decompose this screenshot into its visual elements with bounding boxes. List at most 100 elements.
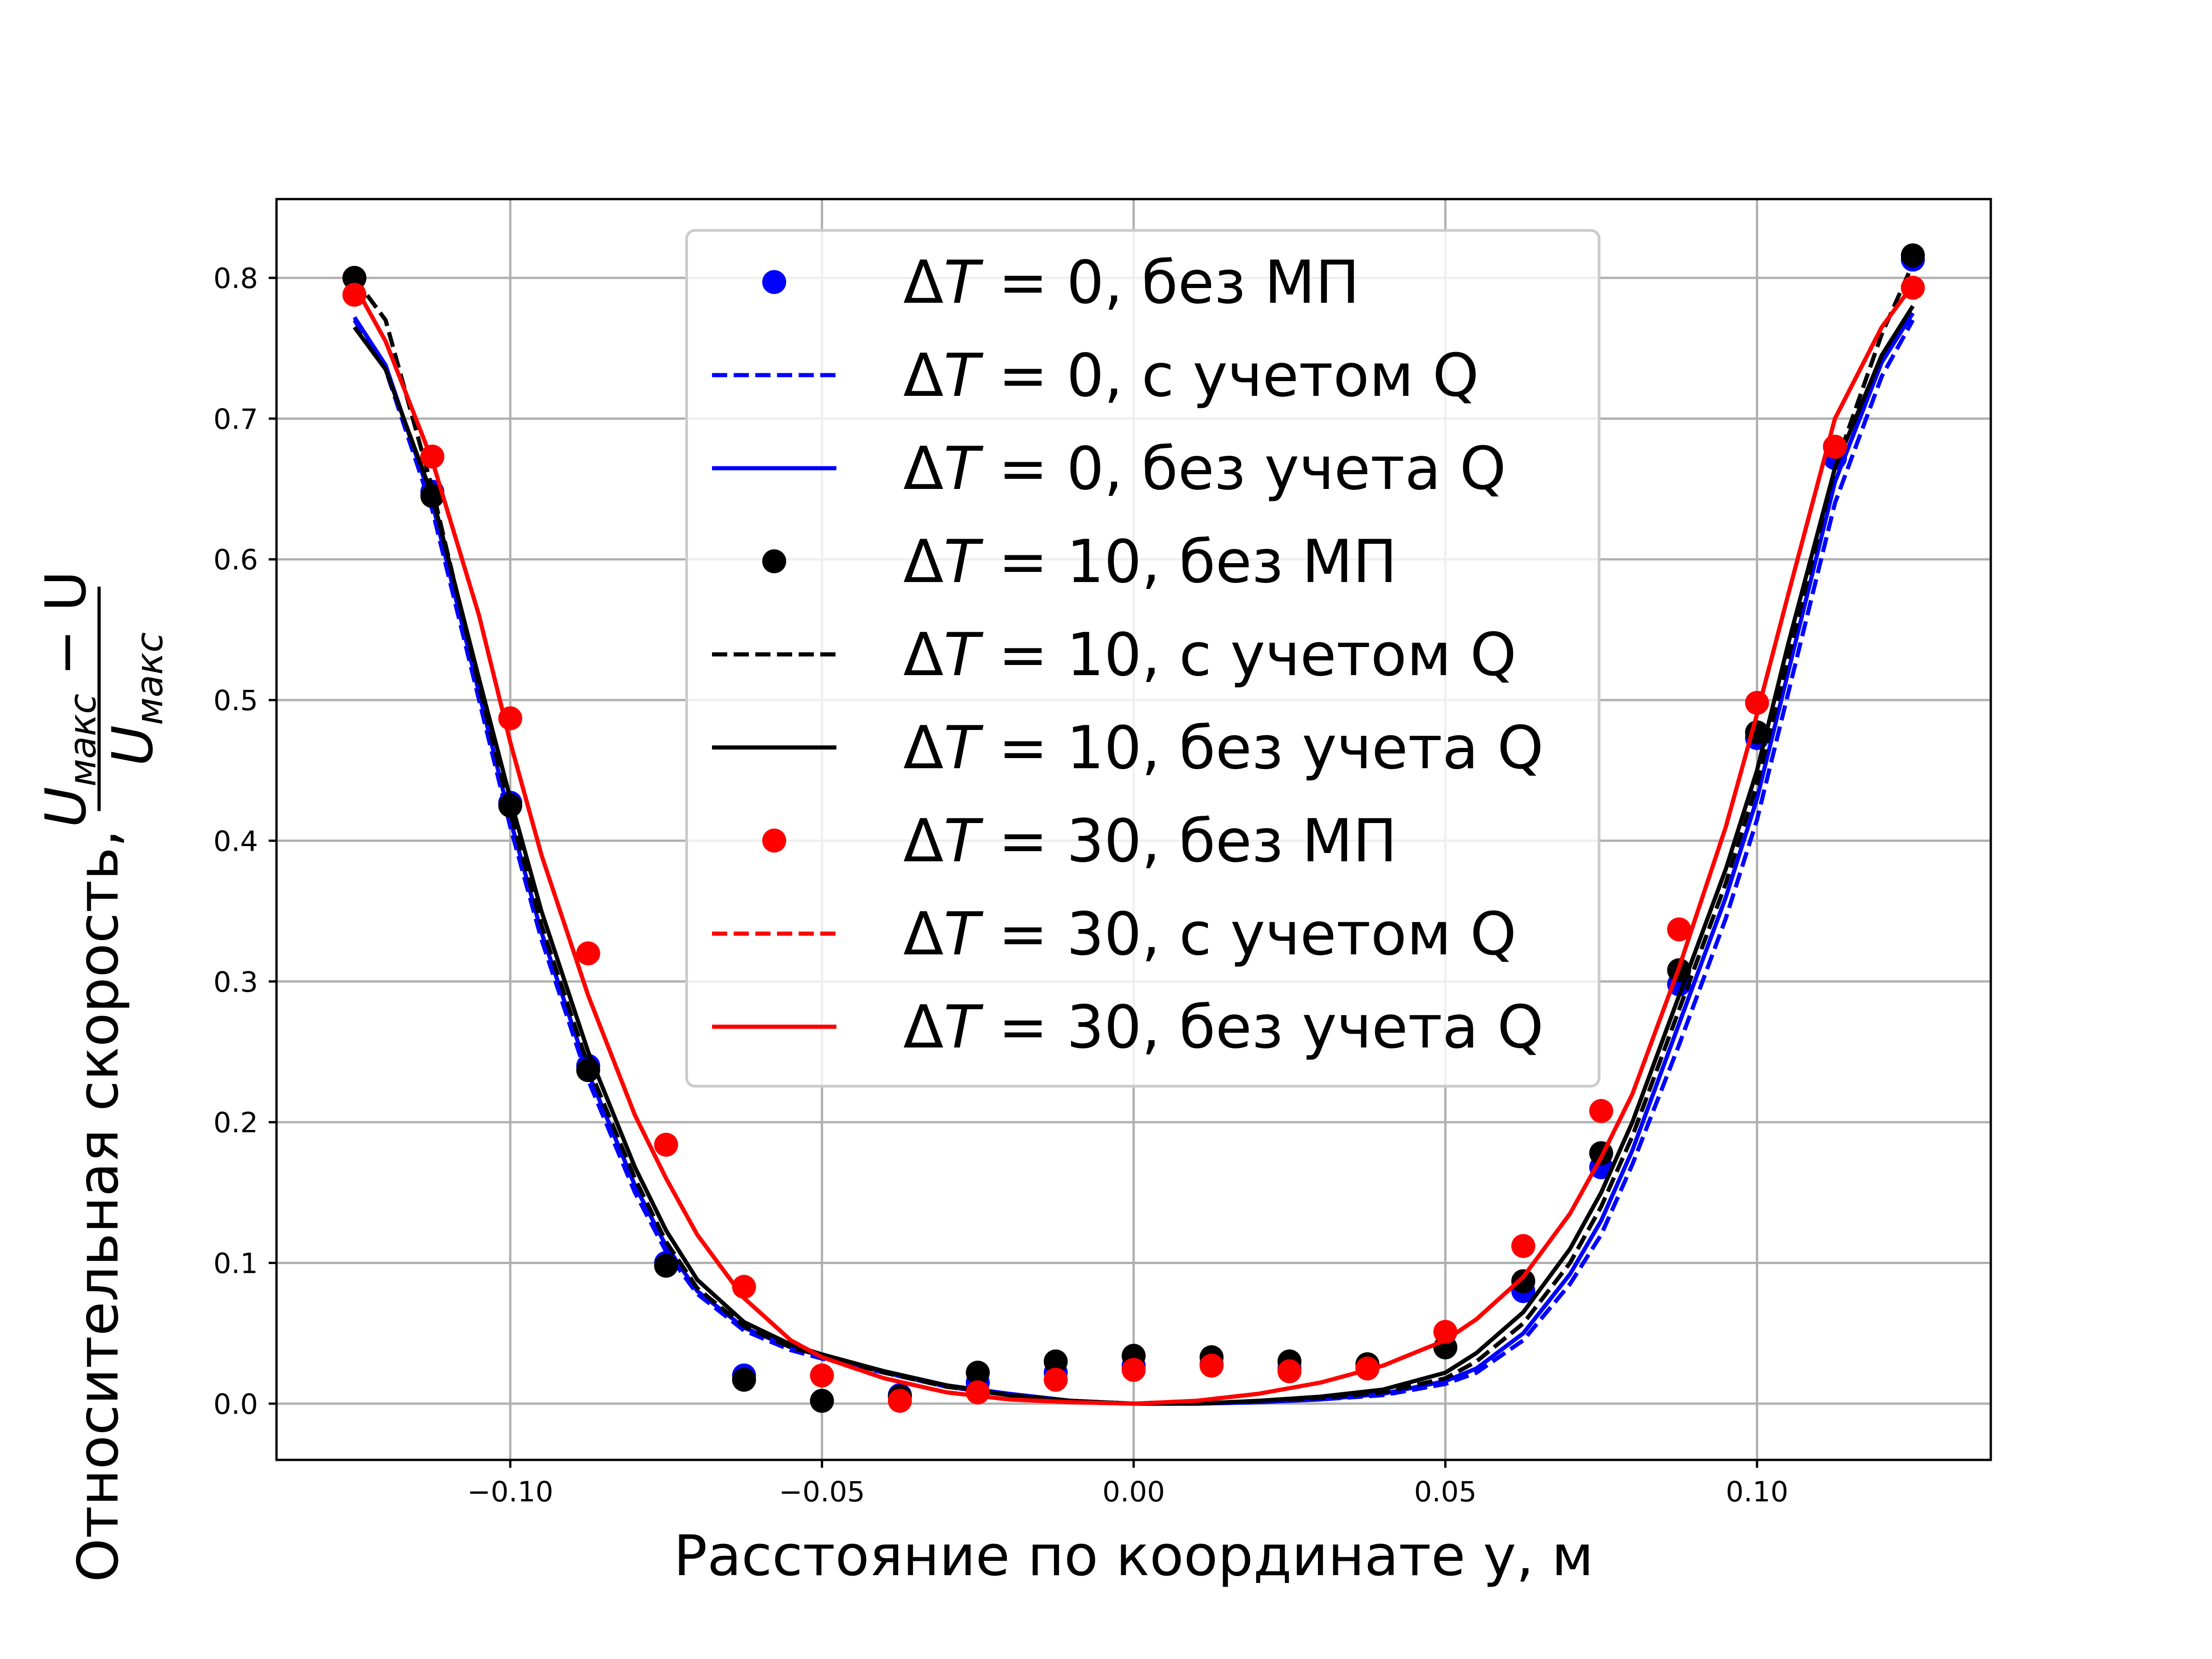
data-point <box>654 1133 678 1157</box>
series-line <box>353 283 1915 1406</box>
data-point <box>1043 1367 1068 1392</box>
legend-label-delta: Δ <box>903 900 944 969</box>
legend-entry: ΔT = 0, без МП <box>762 248 1359 317</box>
x-tick-label: 0.00 <box>1102 1476 1165 1508</box>
legend-label: ΔT = 0, с учетом Q <box>903 341 1479 410</box>
legend-label: ΔT = 30, с учетом Q <box>903 900 1517 969</box>
y-tick-label: 0.5 <box>213 684 258 717</box>
legend-label-rest: = 30, с учетом Q <box>980 900 1517 969</box>
legend-label-delta: Δ <box>903 621 944 689</box>
legend-label-delta: Δ <box>903 714 944 782</box>
legend-label: ΔT = 30, без учета Q <box>903 993 1544 1062</box>
legend-label-t: T <box>944 341 984 410</box>
legend-label-rest: = 0, без учета Q <box>980 435 1506 503</box>
y-axis-label-denominator: Uмакс <box>100 632 171 766</box>
legend-label-delta: Δ <box>903 993 944 1062</box>
data-point <box>965 1380 990 1405</box>
y-axis-label-numerator: Uмакс − U <box>34 571 104 827</box>
data-point <box>1511 1269 1535 1294</box>
series-5-dashed <box>353 263 1915 1406</box>
legend-label-rest: = 10, без МП <box>980 528 1397 596</box>
y-tick-label: 0.7 <box>213 403 258 435</box>
legend-label-rest: = 0, с учетом Q <box>980 341 1479 410</box>
legend-label-delta: Δ <box>903 341 944 410</box>
y-axis-label-numerator-sub: макс <box>61 694 104 787</box>
legend-label-delta: Δ <box>903 435 944 503</box>
legend-label: ΔT = 0, без МП <box>903 248 1359 317</box>
axis-ticks: −0.10 −0.05 0.00 0.05 0.10 0.0 0.1 0.2 0.3 0.4 0.5… <box>213 262 1788 1508</box>
legend-label-t: T <box>944 714 984 782</box>
legend-label-t: T <box>944 528 984 596</box>
legend-label-delta: Δ <box>903 248 944 317</box>
legend-entry: ΔT = 0, с учетом Q <box>712 341 1479 410</box>
y-tick-label: 0.4 <box>213 825 258 858</box>
data-point <box>1900 243 1925 268</box>
legend-entry: ΔT = 30, с учетом Q <box>712 900 1517 969</box>
legend-marker <box>762 829 786 853</box>
legend-marker <box>762 270 786 294</box>
legend-label-rest: = 30, без МП <box>980 807 1397 876</box>
y-tick-label: 0.2 <box>213 1106 258 1139</box>
legend-label-rest: = 10, без учета Q <box>980 714 1544 782</box>
data-point <box>888 1388 912 1413</box>
legend-entry: ΔT = 30, без учета Q <box>712 993 1544 1062</box>
y-axis-label-numerator-tail: − U <box>34 571 99 694</box>
legend-label-rest: = 0, без МП <box>980 248 1360 317</box>
legend-label-delta: Δ <box>903 807 944 876</box>
legend-label: ΔT = 30, без МП <box>903 807 1397 876</box>
data-point <box>1589 1099 1613 1123</box>
y-axis-label-numerator-main: U <box>34 787 99 828</box>
data-point <box>654 1253 678 1278</box>
y-axis-label-denominator-main: U <box>100 725 165 766</box>
y-axis-label-prefix: Относительная скорость, <box>66 830 131 1582</box>
legend-entry: ΔT = 0, без учета Q <box>712 435 1506 503</box>
legend-label: ΔT = 0, без учета Q <box>903 435 1506 503</box>
data-point <box>1122 1358 1146 1382</box>
data-point <box>576 941 600 965</box>
x-tick-label: 0.05 <box>1414 1476 1477 1508</box>
plot-area <box>342 243 1925 1413</box>
data-point <box>1277 1359 1302 1383</box>
legend-label: ΔT = 10, без МП <box>903 528 1397 596</box>
y-axis-label-denominator-sub: макс <box>128 632 171 725</box>
x-tick-label: −0.05 <box>779 1476 865 1508</box>
x-axis-label: Расстояние по координате y, м <box>674 1524 1594 1588</box>
legend-box <box>685 229 1600 1088</box>
legend-label: ΔT = 10, без учета Q <box>903 714 1544 782</box>
data-point <box>342 282 367 307</box>
legend-label: ΔT = 10, с учетом Q <box>903 621 1517 689</box>
y-tick-label: 0.8 <box>213 262 258 295</box>
legend-label-t: T <box>944 621 984 689</box>
data-point <box>965 1360 990 1385</box>
y-axis-label-fraction: Uмакс − U Uмакс <box>34 571 171 827</box>
legend-entry: ΔT = 10, без учета Q <box>712 714 1544 782</box>
legend-label-t: T <box>944 435 984 503</box>
legend-label-t: T <box>944 993 984 1062</box>
legend-entry: ΔT = 10, без МП <box>762 528 1397 596</box>
y-tick-label: 0.0 <box>213 1388 258 1421</box>
legend-entry: ΔT = 10, с учетом Q <box>712 621 1517 689</box>
series-line <box>353 263 1915 1406</box>
legend-marker <box>762 549 786 573</box>
data-point <box>732 1367 756 1392</box>
y-tick-label: 0.3 <box>213 966 258 999</box>
data-point <box>1511 1234 1535 1258</box>
data-point <box>810 1388 834 1413</box>
y-tick-label: 0.1 <box>213 1247 258 1280</box>
x-tick-label: 0.10 <box>1726 1476 1788 1508</box>
data-point <box>1667 917 1691 941</box>
legend-label-t: T <box>944 248 984 317</box>
legend-label-t: T <box>944 900 984 969</box>
legend-label-delta: Δ <box>903 528 944 596</box>
legend-label-rest: = 10, с учетом Q <box>980 621 1517 689</box>
y-axis-label: Относительная скорость, Uмакс − U Uмакс <box>34 571 171 1582</box>
legend-entry: ΔT = 30, без МП <box>762 807 1397 876</box>
data-point <box>810 1363 834 1388</box>
y-tick-label: 0.6 <box>213 544 258 577</box>
x-tick-label: −0.10 <box>467 1476 553 1508</box>
data-point <box>1043 1349 1068 1374</box>
series-9-solid <box>353 283 1915 1406</box>
data-point <box>1200 1353 1224 1378</box>
